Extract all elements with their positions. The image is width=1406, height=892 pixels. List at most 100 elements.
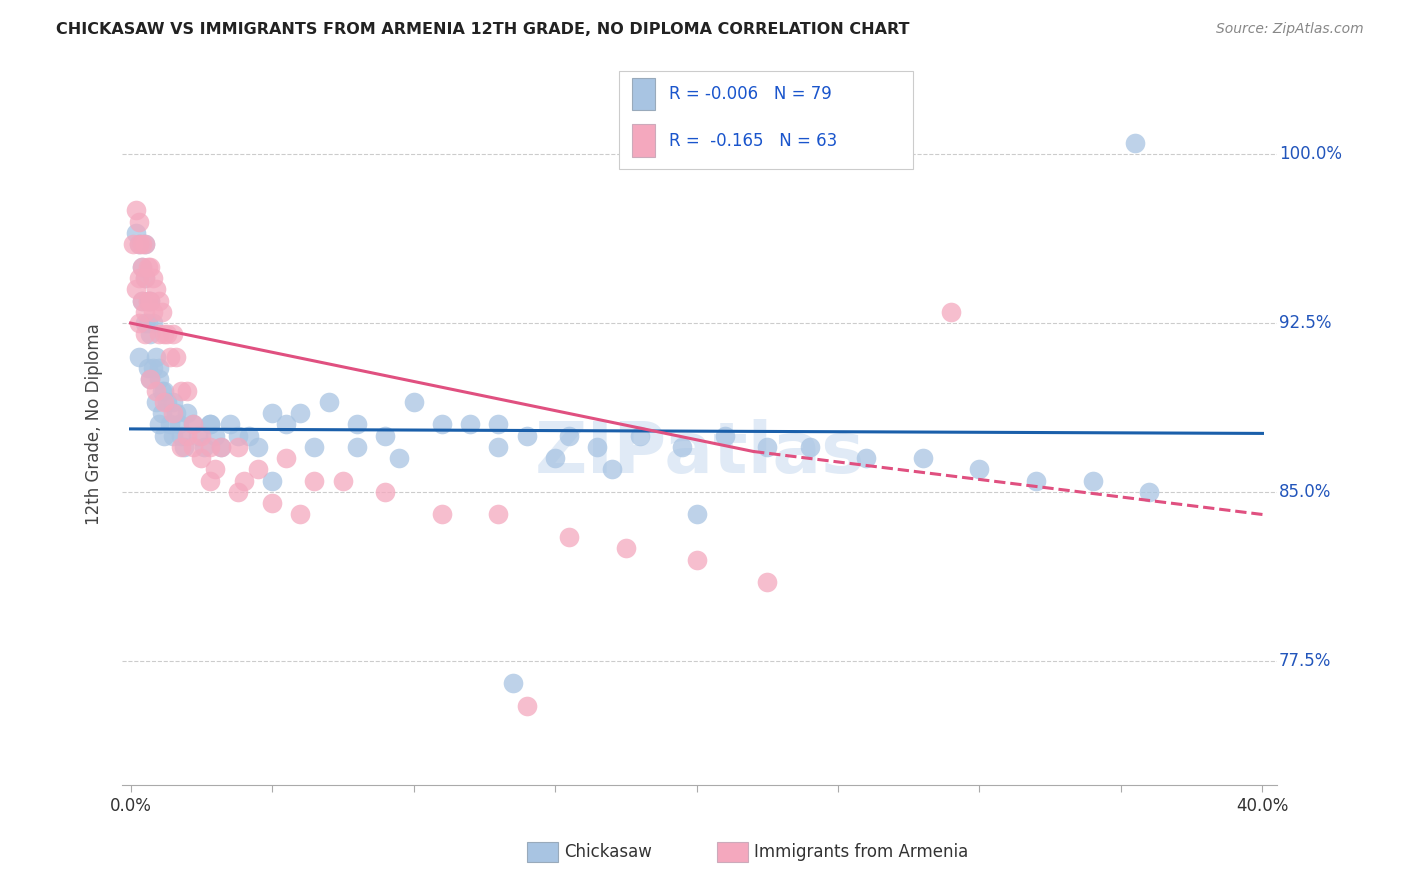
Bar bbox=[633, 78, 655, 111]
Point bbox=[181, 417, 204, 432]
Point bbox=[544, 451, 567, 466]
Text: CHICKASAW VS IMMIGRANTS FROM ARMENIA 12TH GRADE, NO DIPLOMA CORRELATION CHART: CHICKASAW VS IMMIGRANTS FROM ARMENIA 12T… bbox=[56, 22, 910, 37]
Point bbox=[969, 462, 991, 476]
Point bbox=[799, 440, 821, 454]
Point bbox=[159, 417, 181, 432]
Point bbox=[153, 395, 176, 409]
Point bbox=[516, 698, 538, 713]
Point bbox=[430, 417, 453, 432]
Text: 85.0%: 85.0% bbox=[1279, 483, 1331, 501]
Point bbox=[134, 237, 156, 252]
Point bbox=[142, 316, 165, 330]
Y-axis label: 12th Grade, No Diploma: 12th Grade, No Diploma bbox=[86, 324, 103, 525]
Point bbox=[176, 428, 198, 442]
Point bbox=[204, 462, 226, 476]
Point bbox=[238, 428, 260, 442]
Point bbox=[614, 541, 637, 556]
Point bbox=[162, 406, 184, 420]
Point bbox=[162, 327, 184, 342]
Point bbox=[136, 293, 159, 308]
Point bbox=[276, 417, 298, 432]
Point bbox=[131, 260, 153, 274]
Point bbox=[756, 575, 779, 590]
Point bbox=[148, 327, 170, 342]
Point bbox=[332, 474, 354, 488]
Point bbox=[260, 474, 283, 488]
Point bbox=[516, 428, 538, 442]
Text: Chickasaw: Chickasaw bbox=[564, 843, 652, 861]
Point bbox=[170, 440, 193, 454]
Point bbox=[260, 406, 283, 420]
Text: R = -0.006   N = 79: R = -0.006 N = 79 bbox=[669, 85, 832, 103]
Point bbox=[170, 428, 193, 442]
Point bbox=[122, 237, 145, 252]
Point bbox=[153, 384, 176, 398]
Point bbox=[198, 417, 221, 432]
Point bbox=[558, 530, 581, 544]
Point bbox=[131, 293, 153, 308]
Point bbox=[402, 395, 425, 409]
Point bbox=[142, 271, 165, 285]
Point bbox=[156, 327, 179, 342]
Point bbox=[388, 451, 411, 466]
Point bbox=[139, 293, 162, 308]
Point bbox=[136, 293, 159, 308]
Point bbox=[131, 260, 153, 274]
Point bbox=[139, 372, 162, 386]
Point bbox=[131, 293, 153, 308]
Point bbox=[226, 485, 249, 500]
Point bbox=[131, 237, 153, 252]
Text: R =  -0.165   N = 63: R = -0.165 N = 63 bbox=[669, 132, 838, 150]
FancyBboxPatch shape bbox=[619, 71, 912, 169]
Point bbox=[134, 271, 156, 285]
Point bbox=[318, 395, 340, 409]
Point bbox=[558, 428, 581, 442]
Bar bbox=[633, 125, 655, 157]
Text: 92.5%: 92.5% bbox=[1279, 314, 1331, 332]
Point bbox=[145, 282, 167, 296]
Point bbox=[136, 316, 159, 330]
Point bbox=[125, 226, 148, 240]
Point bbox=[165, 350, 187, 364]
Point bbox=[941, 305, 963, 319]
Point bbox=[1123, 136, 1146, 150]
Point bbox=[1025, 474, 1047, 488]
Point bbox=[139, 260, 162, 274]
Point bbox=[134, 316, 156, 330]
Point bbox=[139, 327, 162, 342]
Point bbox=[198, 417, 221, 432]
Point bbox=[128, 350, 150, 364]
Point bbox=[142, 361, 165, 376]
Point bbox=[911, 451, 934, 466]
Point bbox=[232, 474, 254, 488]
Point bbox=[148, 361, 170, 376]
Point bbox=[290, 508, 312, 522]
Point bbox=[586, 440, 609, 454]
Point bbox=[128, 316, 150, 330]
Point bbox=[600, 462, 623, 476]
Point bbox=[198, 440, 221, 454]
Point bbox=[187, 428, 209, 442]
Point bbox=[153, 327, 176, 342]
Point bbox=[685, 552, 707, 566]
Point bbox=[290, 406, 312, 420]
Point bbox=[304, 440, 326, 454]
Point bbox=[134, 327, 156, 342]
Point bbox=[1137, 485, 1160, 500]
Point bbox=[176, 384, 198, 398]
Point bbox=[374, 428, 396, 442]
Point bbox=[128, 237, 150, 252]
Point bbox=[486, 508, 509, 522]
Point bbox=[162, 428, 184, 442]
Point bbox=[145, 350, 167, 364]
Point bbox=[125, 282, 148, 296]
Point bbox=[150, 305, 173, 319]
Point bbox=[190, 451, 212, 466]
Point bbox=[173, 440, 195, 454]
Point bbox=[430, 508, 453, 522]
Point bbox=[209, 440, 232, 454]
Point bbox=[170, 384, 193, 398]
Point bbox=[148, 417, 170, 432]
Text: Immigrants from Armenia: Immigrants from Armenia bbox=[754, 843, 967, 861]
Point bbox=[190, 428, 212, 442]
